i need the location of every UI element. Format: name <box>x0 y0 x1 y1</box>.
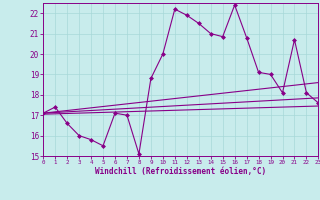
X-axis label: Windchill (Refroidissement éolien,°C): Windchill (Refroidissement éolien,°C) <box>95 167 266 176</box>
